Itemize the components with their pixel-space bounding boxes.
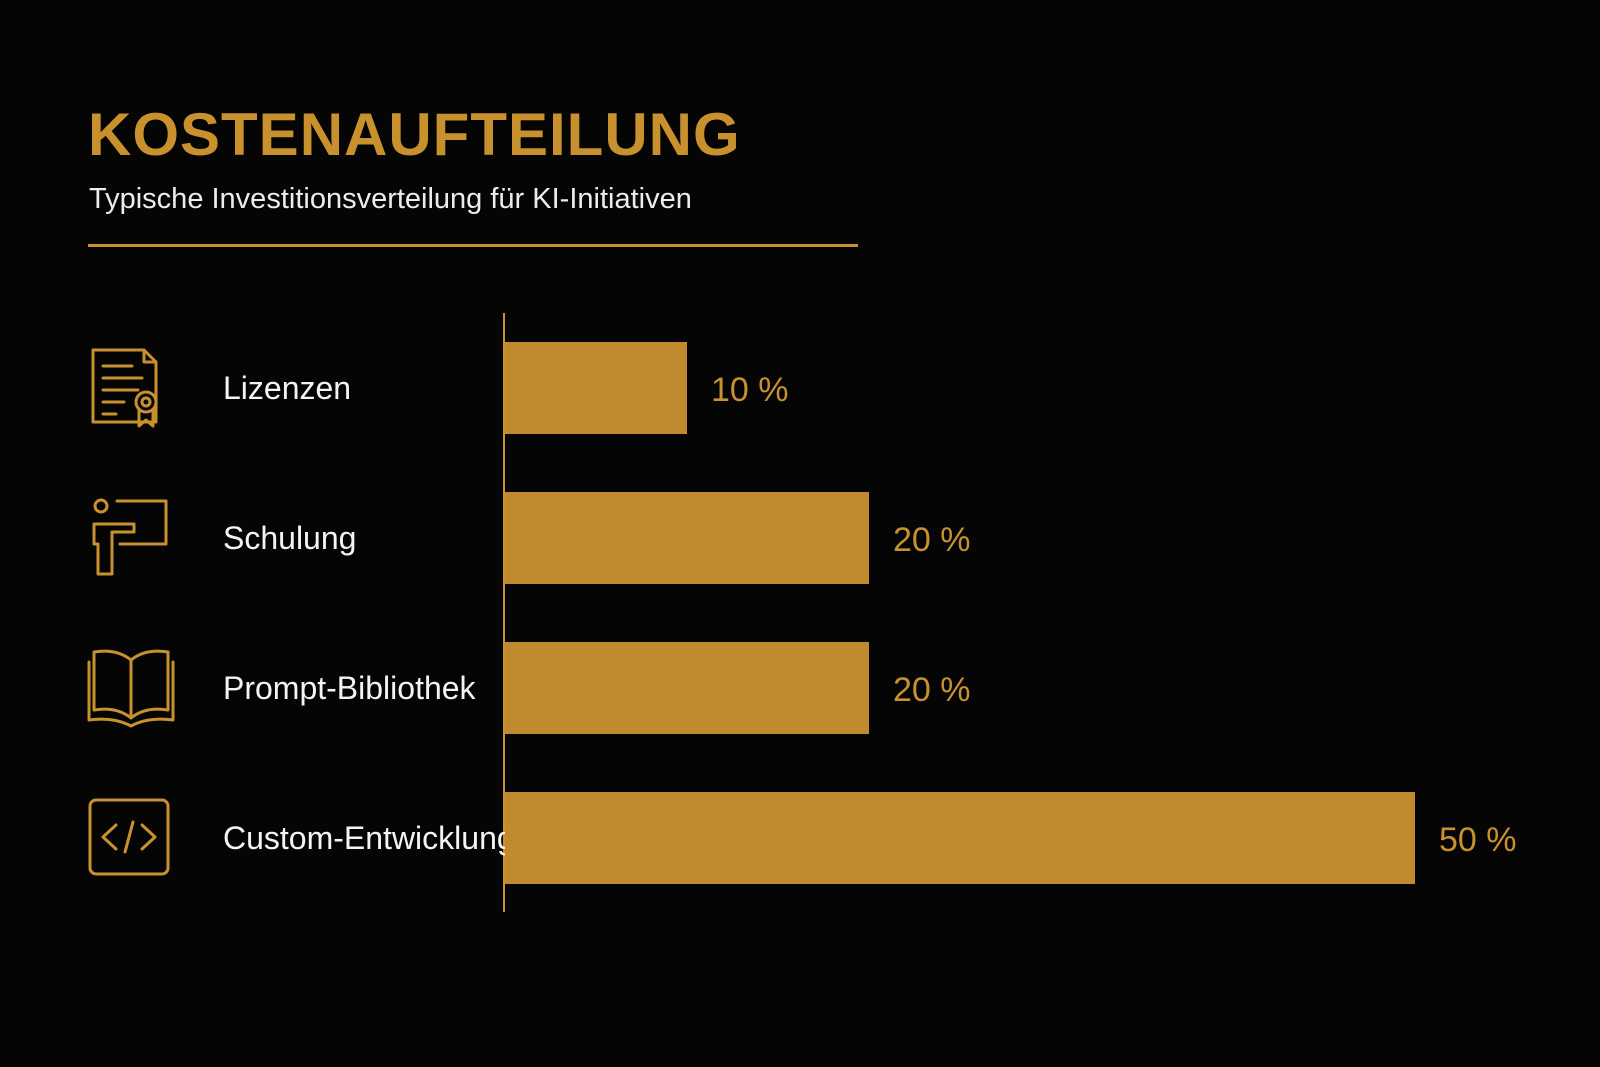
license-certificate-icon: [86, 342, 176, 434]
chart-row: Custom-Entwicklung 50 %: [0, 792, 1600, 884]
value-label: 50 %: [1439, 821, 1517, 859]
category-label: Lizenzen: [223, 370, 352, 406]
chart-row: Lizenzen 10 %: [0, 342, 1600, 434]
bar: [505, 642, 869, 734]
value-label: 20 %: [893, 521, 971, 559]
value-label: 10 %: [711, 371, 789, 409]
category-label: Prompt-Bibliothek: [223, 670, 476, 706]
title-divider: [88, 244, 858, 247]
chart-subtitle: Typische Investitionsverteilung für KI-I…: [89, 183, 692, 215]
open-book-icon: [86, 642, 176, 734]
bar: [505, 342, 687, 434]
bar: [505, 792, 1415, 884]
chart-row: Prompt-Bibliothek 20 %: [0, 642, 1600, 734]
category-label: Schulung: [223, 520, 357, 556]
code-brackets-icon: [86, 792, 176, 884]
category-axis-line: [503, 313, 505, 912]
chart-title: KOSTENAUFTEILUNG: [88, 101, 741, 168]
value-label: 20 %: [893, 671, 971, 709]
presentation-trainer-icon: [86, 492, 176, 584]
bar: [505, 492, 869, 584]
chart-row: Schulung 20 %: [0, 492, 1600, 584]
category-label: Custom-Entwicklung: [223, 820, 515, 856]
